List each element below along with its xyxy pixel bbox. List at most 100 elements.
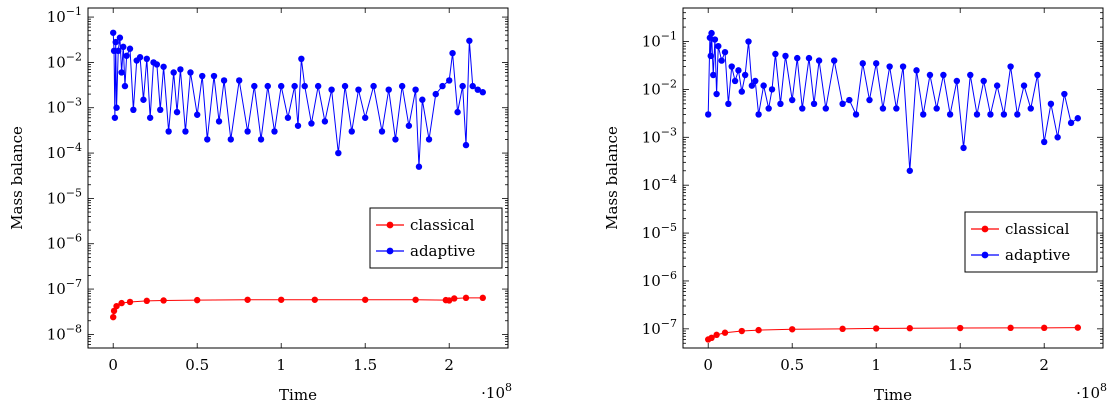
data-point	[236, 77, 243, 84]
y-axis-label: Mass balance	[8, 126, 26, 230]
data-point	[378, 128, 386, 135]
x-tick-label: 1.5	[948, 356, 972, 374]
data-point	[355, 86, 362, 93]
data-point	[973, 111, 981, 118]
data-point	[957, 324, 964, 332]
y-tick-label: 10−6	[642, 269, 677, 290]
data-point	[113, 104, 120, 111]
data-point	[220, 77, 228, 84]
data-point	[115, 47, 122, 55]
y-tick-label: 10−7	[642, 317, 677, 338]
data-point	[765, 105, 772, 112]
data-point	[755, 326, 762, 334]
data-point	[815, 57, 823, 64]
data-point	[126, 298, 134, 306]
series-line	[707, 327, 1078, 340]
x-multiplier: ·108	[1076, 381, 1107, 402]
y-tick-label: 10−3	[47, 96, 82, 117]
data-point	[953, 77, 961, 85]
y-tick-label: 10−2	[47, 50, 82, 71]
legend-label: adaptive	[1005, 246, 1070, 264]
chart-2: 0 0.5 1 1.5 2 10−7 10−6 10−5 10−4 10−3 10−2 10−1 Tim…	[603, 7, 1107, 404]
data-point	[170, 69, 177, 76]
data-point	[112, 38, 119, 46]
y-tick-label: 10−3	[642, 125, 677, 146]
data-point	[725, 100, 732, 108]
data-point	[906, 167, 913, 174]
data-point	[728, 63, 735, 70]
data-point	[789, 96, 796, 104]
data-point	[405, 122, 413, 129]
data-point	[314, 82, 322, 90]
data-point	[738, 327, 745, 335]
data-point	[960, 144, 967, 152]
data-point	[451, 295, 458, 302]
data-point	[772, 50, 779, 58]
legend-box	[964, 211, 1098, 273]
data-point	[1061, 90, 1068, 98]
data-point	[398, 82, 406, 90]
legend-marker	[981, 251, 989, 259]
data-point	[294, 122, 302, 129]
data-point	[110, 307, 118, 315]
y-tick-label: 10−1	[47, 5, 82, 26]
data-point	[446, 77, 453, 84]
data-point	[479, 294, 486, 302]
data-point	[113, 302, 120, 310]
data-point	[839, 100, 846, 108]
data-point	[298, 55, 305, 63]
series-line	[112, 32, 484, 167]
data-point	[893, 105, 900, 112]
data-point	[846, 96, 853, 104]
data-point	[199, 72, 206, 80]
data-point	[839, 325, 846, 333]
data-point	[752, 77, 759, 85]
x-tick-label: 0	[108, 356, 118, 374]
data-point	[291, 82, 298, 90]
y-tick-label: 10−2	[642, 77, 677, 98]
x-tick-label: 0.5	[780, 356, 804, 374]
data-point	[782, 52, 789, 60]
data-point	[946, 111, 954, 118]
data-point	[866, 96, 873, 104]
data-point	[1074, 115, 1082, 122]
data-point	[123, 52, 130, 59]
data-point	[1054, 134, 1061, 141]
data-point	[173, 108, 181, 116]
data-point	[157, 106, 164, 114]
data-point	[805, 54, 813, 62]
data-point	[1007, 324, 1014, 332]
data-point	[899, 63, 907, 70]
data-point	[348, 128, 355, 135]
data-point	[118, 299, 125, 307]
data-point	[271, 128, 278, 135]
data-point	[799, 105, 806, 112]
data-point	[446, 297, 453, 304]
data-point	[308, 120, 315, 127]
data-point	[116, 34, 124, 41]
data-point	[284, 114, 292, 121]
data-point	[920, 111, 927, 118]
data-point	[412, 86, 419, 93]
data-point	[362, 114, 369, 121]
data-point	[1047, 100, 1055, 108]
legend-label: adaptive	[410, 242, 475, 260]
data-point	[244, 128, 251, 135]
data-point	[906, 325, 913, 332]
y-tick-label: 10−4	[47, 141, 82, 162]
data-point	[822, 105, 829, 112]
data-point	[1020, 82, 1028, 89]
data-point	[718, 57, 725, 64]
data-point	[341, 82, 349, 90]
data-point	[251, 82, 258, 90]
data-point	[789, 326, 796, 333]
data-point	[711, 36, 719, 43]
data-point	[738, 88, 745, 95]
data-point	[177, 66, 184, 73]
data-point	[466, 37, 473, 44]
data-point	[118, 69, 125, 76]
data-point	[713, 331, 720, 339]
data-point	[879, 105, 887, 112]
data-point	[227, 136, 234, 143]
